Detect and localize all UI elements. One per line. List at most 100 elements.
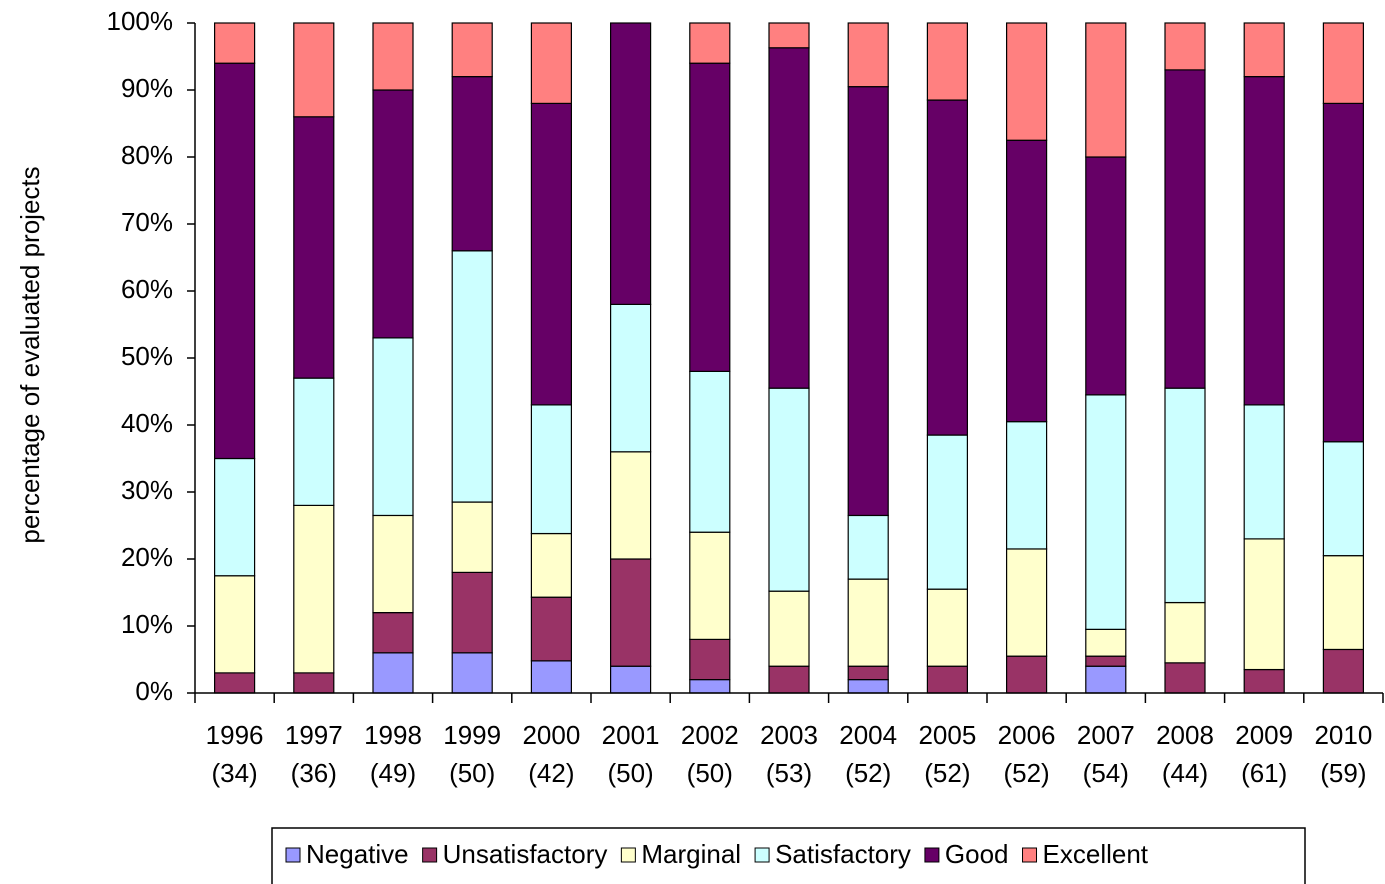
y-tick-label: 30% [121, 475, 173, 505]
bar-segment [530, 660, 573, 694]
y-tick-label: 50% [121, 341, 173, 371]
bar-segment [293, 22, 335, 118]
bar-segment [451, 652, 493, 694]
x-tick-label: 2009 [1235, 720, 1293, 750]
legend-label: Good [945, 839, 1009, 869]
bar-segment [530, 596, 573, 662]
bar-segment [926, 434, 969, 590]
legend-box [271, 827, 1306, 884]
y-tick-label: 20% [121, 542, 173, 572]
legend-swatch [924, 847, 940, 863]
bar-segment [926, 665, 969, 694]
legend-label: Marginal [641, 839, 741, 869]
bar-segment [689, 638, 731, 681]
bar-segment [926, 99, 969, 436]
y-tick-label: 100% [107, 6, 174, 36]
x-tick-label: (36) [291, 758, 337, 788]
bar-segment [1322, 648, 1365, 694]
bar-segment [768, 590, 810, 667]
y-tick-label: 90% [121, 73, 173, 103]
bar-segment [1243, 404, 1285, 540]
x-tick-label: (49) [370, 758, 416, 788]
x-tick-label: (59) [1320, 758, 1366, 788]
x-tick-label: (50) [607, 758, 653, 788]
bar-segment [293, 377, 335, 507]
y-tick-label: 10% [121, 609, 173, 639]
bar-segment [451, 501, 493, 573]
bar-segment [293, 116, 335, 379]
bar-segment [768, 47, 810, 389]
bar-segment [451, 571, 493, 654]
x-tick-label: (42) [528, 758, 574, 788]
bar-segment [372, 514, 414, 614]
legend-swatch [285, 847, 301, 863]
bar-segment [1005, 139, 1048, 423]
bar-segment [689, 22, 731, 64]
bar-segment [451, 250, 493, 503]
bar-segment [451, 75, 493, 252]
x-tick-label: 1999 [443, 720, 501, 750]
x-tick-label: 2001 [602, 720, 660, 750]
bar-segment [609, 558, 652, 667]
x-tick-label: 2007 [1077, 720, 1135, 750]
bar-segment [1005, 22, 1048, 141]
legend-swatch [620, 847, 636, 863]
legend-swatch [1022, 847, 1038, 863]
legend-swatch [422, 847, 438, 863]
x-tick-label: 2005 [918, 720, 976, 750]
x-tick-label: 1997 [285, 720, 343, 750]
bar-segment [1005, 655, 1048, 694]
bar-segment [1322, 22, 1365, 105]
bar-segment [214, 457, 256, 577]
bar-segment [214, 672, 256, 694]
x-tick-label: 2006 [998, 720, 1056, 750]
bar-segment [926, 588, 969, 667]
x-tick-label: (52) [924, 758, 970, 788]
x-tick-label: 2003 [760, 720, 818, 750]
x-tick-label: (44) [1162, 758, 1208, 788]
bar-segment [1085, 394, 1127, 630]
bar-segment [293, 672, 335, 694]
bar-segment [372, 89, 414, 339]
bar-segment [689, 370, 731, 533]
bar-segment [1164, 662, 1206, 694]
bar-segment [530, 532, 573, 598]
x-tick-label: (52) [1003, 758, 1049, 788]
x-tick-label: 2002 [681, 720, 739, 750]
bar-segment [768, 387, 810, 592]
bar-segment [609, 665, 652, 694]
bar-segment [847, 86, 889, 517]
bar-segment [1243, 75, 1285, 406]
bar-segment [768, 665, 810, 694]
bar-segment [1322, 102, 1365, 443]
x-tick-label: 2004 [839, 720, 897, 750]
x-tick-label: (61) [1241, 758, 1287, 788]
bar-segment [847, 22, 889, 88]
bar-segment [530, 102, 573, 406]
bar-segment [926, 22, 969, 101]
bar-segment [609, 451, 652, 560]
bar-segment [214, 575, 256, 674]
y-axis-label: percentage of evaluated projects [15, 166, 45, 543]
bar-segment [1164, 387, 1206, 604]
bar-segment [847, 665, 889, 681]
x-tick-label: 2010 [1314, 720, 1372, 750]
bar-segment [372, 652, 414, 694]
legend-swatch [754, 847, 770, 863]
bar-segment [847, 578, 889, 667]
x-tick-label: (52) [845, 758, 891, 788]
legend-label: Negative [306, 839, 409, 869]
bar-segment [1322, 441, 1365, 557]
y-tick-label: 70% [121, 207, 173, 237]
y-tick-label: 40% [121, 408, 173, 438]
legend-label: Excellent [1043, 839, 1149, 869]
bar-segment [451, 22, 493, 78]
bar-segment [847, 678, 889, 694]
y-tick-label: 60% [121, 274, 173, 304]
bar-segment [689, 531, 731, 641]
legend: Negative Unsatisfactory Marginal Satisfacto… [271, 827, 1306, 884]
bar-segment [1164, 601, 1206, 664]
bar-segment [1005, 548, 1048, 657]
bar-segment [768, 22, 810, 49]
